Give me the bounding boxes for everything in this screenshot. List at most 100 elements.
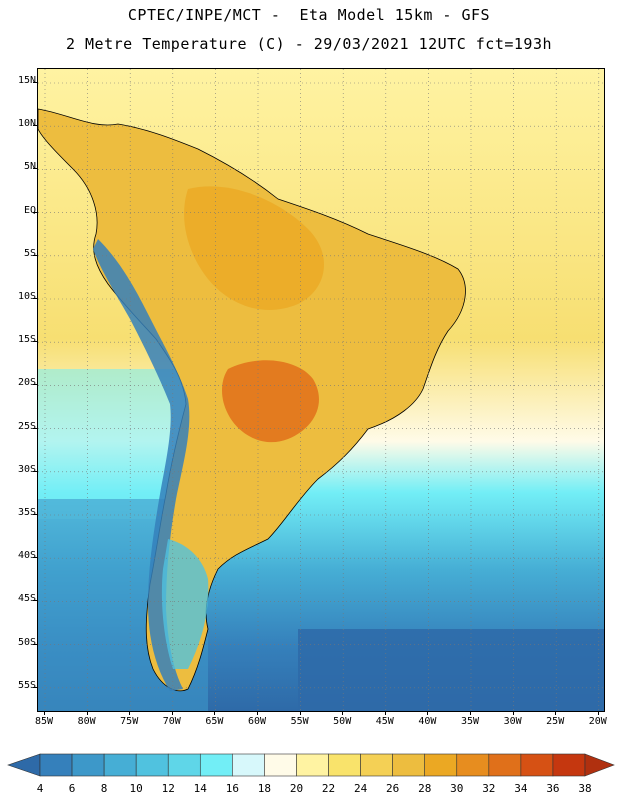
colorbar-svg: 4 6 8 10 12 14 16 18 20 22 24 26 28 30 32 34 36 38 [7, 753, 615, 795]
lat-tick [33, 600, 37, 602]
colorbar-value-label: 8 [101, 782, 108, 795]
lat-tick-label: 50S [17, 636, 36, 648]
lon-tick-label: 85W [34, 716, 54, 727]
chart-title-line2: 2 Metre Temperature (C) - 29/03/2021 12U… [65, 35, 553, 53]
temperature-map [37, 68, 605, 712]
colorbar-segment [296, 753, 329, 777]
lat-tick [33, 557, 37, 559]
north-hot-region [184, 186, 325, 310]
lon-tick [597, 711, 599, 715]
lat-tick-label: 15S [17, 334, 36, 346]
colorbar-value-label: 10 [130, 782, 143, 795]
hot-core-region [222, 360, 319, 443]
colorbar-value-label: 34 [514, 782, 528, 795]
lon-tick-label: 40W [418, 716, 437, 727]
lat-tick [33, 686, 37, 688]
colorbar-segment [39, 753, 73, 777]
colorbar-segment [103, 753, 137, 777]
colorbar-value-label: 38 [578, 782, 591, 795]
colorbar-segment [135, 753, 169, 777]
lat-tick [33, 168, 37, 170]
lon-tick-label: 20W [588, 716, 607, 727]
lat-tick [33, 514, 37, 515]
colorbar-value-label: 18 [258, 782, 271, 795]
colorbar-segment [360, 753, 393, 777]
lat-tick-label: 5S [23, 247, 36, 259]
colorbar-value-label: 36 [546, 782, 559, 795]
patagonia-cool [161, 539, 209, 669]
lon-tick [129, 711, 131, 715]
lon-tick-label: 70W [162, 716, 181, 727]
colorbar-value-label: 6 [69, 782, 76, 795]
lon-tick-label: 80W [77, 716, 96, 727]
colorbar-value-label: 26 [386, 782, 399, 795]
lon-tick [512, 711, 514, 715]
lon-tick [470, 711, 471, 715]
lat-tick-label: 30S [17, 463, 36, 475]
colorbar-segment [328, 753, 361, 777]
lon-tick [384, 711, 386, 715]
colorbar-segment [199, 753, 233, 777]
lon-tick-label: 50W [333, 716, 352, 727]
lat-tick [33, 384, 37, 386]
lat-tick [33, 341, 37, 343]
colorbar-segment [264, 753, 297, 777]
colorbar-value-label: 16 [226, 782, 239, 795]
colorbar-high-arrow [584, 753, 615, 777]
colorbar-segment [71, 753, 105, 777]
colorbar-value-label: 14 [194, 782, 208, 795]
colorbar-segment [456, 753, 490, 777]
lat-tick-label: 15N [17, 75, 36, 86]
colorbar-segment [167, 753, 201, 777]
lat-tick-label: 10S [17, 291, 36, 302]
lon-tick [86, 711, 88, 715]
colorbar-segment [488, 753, 522, 777]
lat-tick [33, 470, 37, 472]
lat-tick-label: 45S [17, 593, 36, 605]
lon-tick-label: 45W [375, 716, 394, 727]
lon-tick-label: 75W [120, 716, 139, 727]
colorbar-value-label: 30 [450, 782, 463, 795]
lon-tick [257, 711, 258, 715]
south-atlantic-cold [298, 629, 604, 711]
lat-tick-label: 5N [23, 161, 36, 173]
lon-tick [555, 711, 557, 715]
lat-tick [33, 82, 37, 83]
lat-tick [33, 125, 37, 127]
lon-tick-label: 55W [290, 716, 309, 727]
colorbar-value-label: 28 [418, 782, 431, 795]
lon-tick [299, 711, 301, 715]
lat-tick-label: 35S [17, 507, 36, 518]
lat-tick-label: 20S [17, 377, 36, 389]
lon-tick [427, 711, 429, 715]
lon-tick [171, 711, 173, 715]
colorbar-value-label: 24 [354, 782, 368, 795]
lat-tick-label: 40S [17, 550, 36, 562]
temperature-field-map [38, 69, 604, 711]
lon-tick [342, 711, 344, 715]
lon-tick-label: 65W [205, 716, 224, 727]
lon-tick-label: 35W [460, 716, 480, 727]
colorbar-low-arrow [7, 753, 41, 777]
colorbar-value-label: 20 [290, 782, 303, 795]
colorbar-value-label: 4 [37, 782, 44, 795]
colorbar-segment [552, 753, 586, 777]
lon-tick-label: 60W [247, 716, 267, 727]
lon-tick [214, 711, 216, 715]
lat-tick [33, 643, 37, 645]
temperature-colorbar: 4 6 8 10 12 14 16 18 20 22 24 26 28 30 32 34 36 38 [0, 750, 618, 800]
colorbar-segment [424, 753, 458, 777]
lat-tick-label: EQ [23, 204, 36, 216]
colorbar-value-label: 22 [322, 782, 335, 795]
lon-tick [44, 711, 45, 715]
lat-tick [33, 254, 37, 256]
colorbar-value-label: 32 [482, 782, 495, 795]
lat-tick-label: 25S [17, 420, 36, 432]
colorbar-segment [232, 753, 265, 777]
lon-tick-label: 30W [503, 716, 522, 727]
lat-tick-label: 55S [17, 679, 36, 691]
chart-title-line1: CPTEC/INPE/MCT - Eta Model 15km - GFS [127, 6, 491, 24]
colorbar-value-label: 12 [162, 782, 175, 795]
colorbar-segment [392, 753, 426, 777]
lat-tick [33, 211, 37, 213]
